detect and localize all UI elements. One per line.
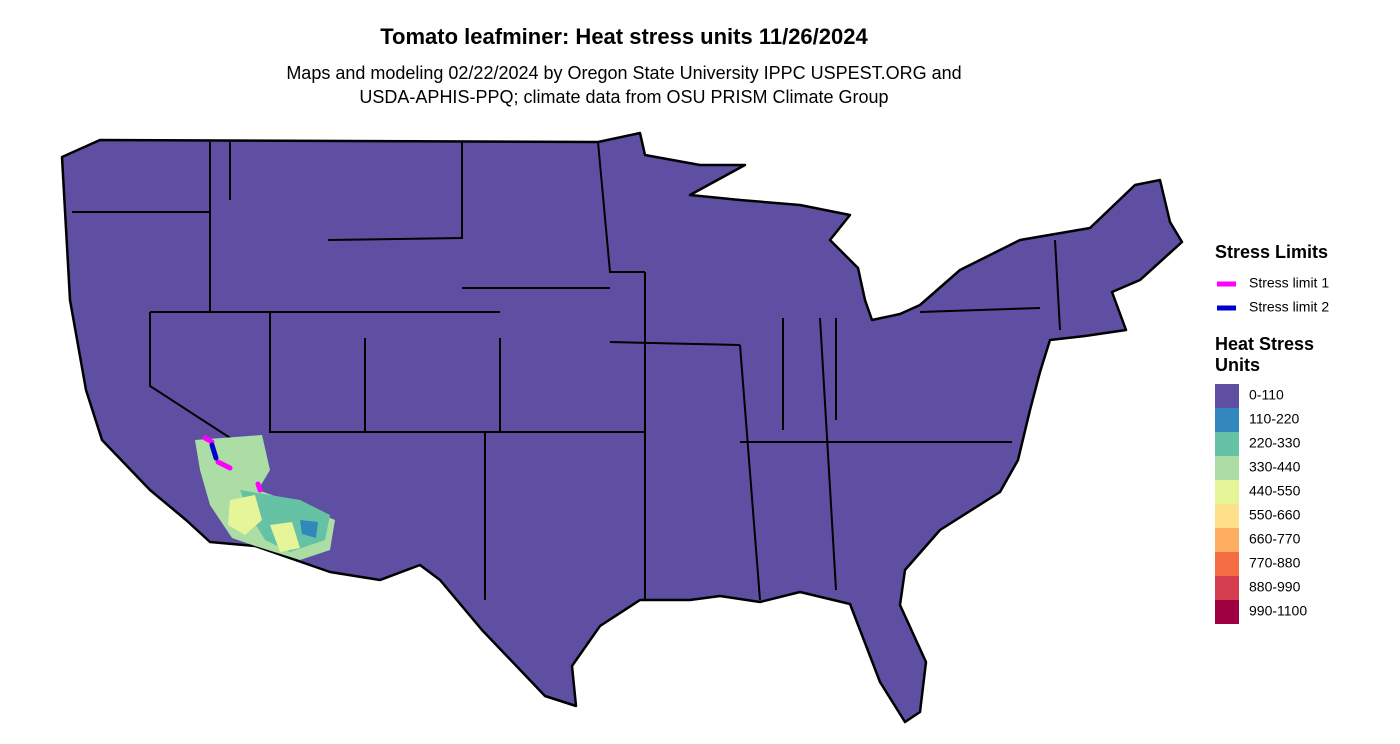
us-outline xyxy=(60,131,1184,724)
legend-label: 550-660 xyxy=(1249,507,1301,523)
legend-swatch xyxy=(1215,456,1239,480)
legend-swatch xyxy=(1215,408,1239,432)
legend-swatch xyxy=(1215,528,1239,552)
subtitle: USDA-APHIS-PPQ; climate data from OSU PR… xyxy=(359,87,888,107)
legend-swatch xyxy=(1215,552,1239,576)
legend-title: Units xyxy=(1215,355,1260,375)
legend-label: 110-220 xyxy=(1249,411,1300,427)
legend-swatch xyxy=(1215,504,1239,528)
legend-label: 660-770 xyxy=(1249,531,1301,547)
legend-label: 990-1100 xyxy=(1249,603,1307,619)
title: Tomato leafminer: Heat stress units 11/2… xyxy=(380,24,868,49)
legend-swatch xyxy=(1215,600,1239,624)
legend-label: 330-440 xyxy=(1249,459,1301,475)
us-map xyxy=(60,131,1184,724)
legend-label: 0-110 xyxy=(1249,387,1284,403)
legend-swatch xyxy=(1215,576,1239,600)
stress-limit-lines xyxy=(202,435,263,493)
legend-swatch xyxy=(1215,384,1239,408)
legend-label: 880-990 xyxy=(1249,579,1301,595)
legend-label: 220-330 xyxy=(1249,435,1301,451)
legend-label: Stress limit 2 xyxy=(1249,299,1329,315)
legend-title: Heat Stress xyxy=(1215,334,1314,354)
legend-swatch xyxy=(1215,432,1239,456)
legend-label: 770-880 xyxy=(1249,555,1301,571)
state-borders xyxy=(72,141,1061,601)
legend-swatch xyxy=(1215,480,1239,504)
legend-label: 440-550 xyxy=(1249,483,1301,499)
legend-label: Stress limit 1 xyxy=(1249,275,1329,291)
legend-title: Stress Limits xyxy=(1215,242,1328,262)
subtitle: Maps and modeling 02/22/2024 by Oregon S… xyxy=(286,63,961,83)
